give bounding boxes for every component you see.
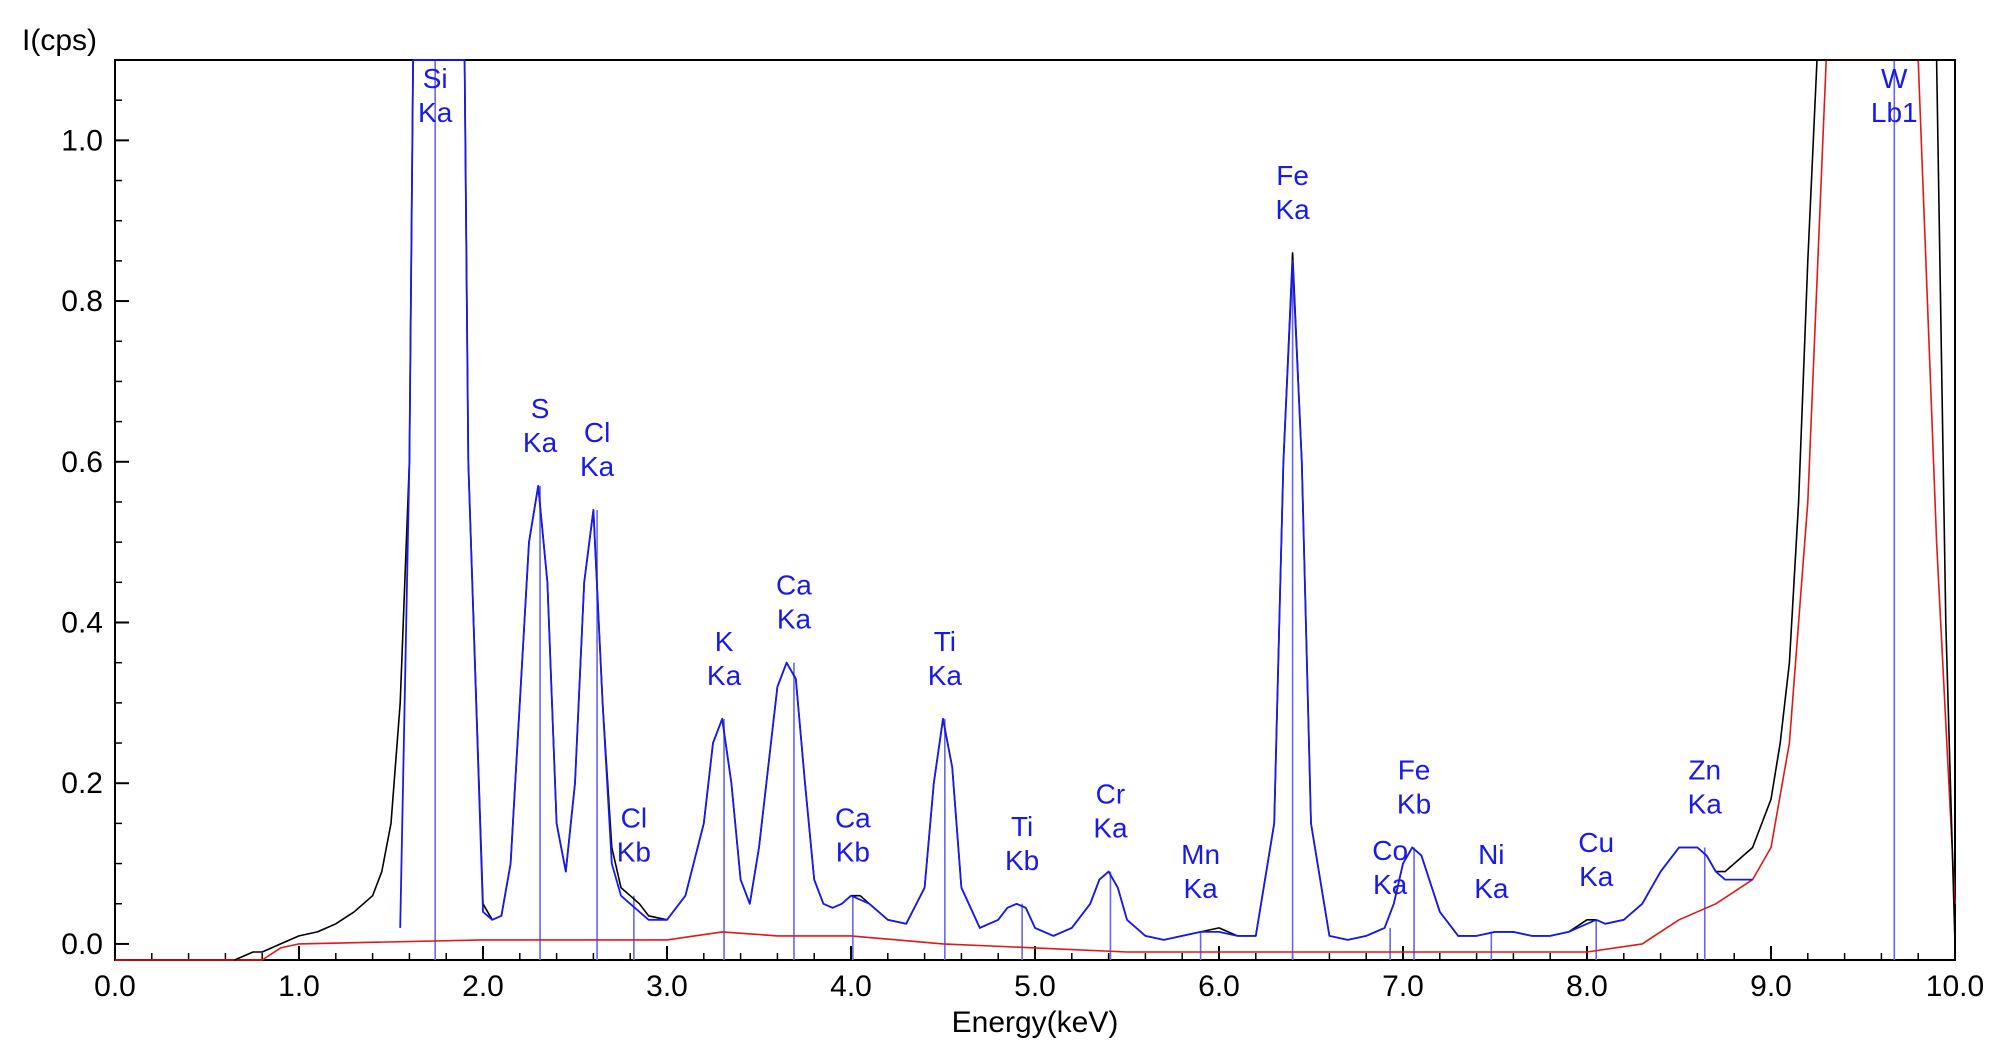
y-tick-label: 1.0 [61,124,103,157]
peak-label-line-cl-ka: Ka [580,451,615,482]
peak-label-line-cl-kb: Kb [617,837,651,868]
peak-label-element-cr-ka: Cr [1096,779,1126,810]
x-tick-label: 2.0 [462,970,504,1003]
peak-label-line-mn-ka: Ka [1183,873,1218,904]
peak-label-line-co-ka: Ka [1373,869,1408,900]
x-tick-label: 1.0 [278,970,320,1003]
background-spectrum-line [115,59,1956,961]
peak-label-element-w-lb1: W [1881,63,1908,94]
peak-label-line-ca-kb: Kb [836,837,870,868]
y-tick-label: 0.4 [61,607,103,640]
peak-label-element-ca-kb: Ca [835,803,871,834]
peak-label-element-ni-ka: Ni [1478,839,1504,870]
peak-label-element-zn-ka: Zn [1688,755,1721,786]
peak-label-line-ca-ka: Ka [777,604,812,635]
peak-label-element-cl-ka: Cl [584,417,610,448]
fitted-spectrum-line [399,59,1753,941]
peak-label-element-cu-ka: Cu [1578,827,1614,858]
peak-label-element-ca-ka: Ca [776,570,812,601]
y-axis-title: I(cps) [22,24,97,57]
peak-label-element-co-ka: Co [1372,835,1408,866]
peak-label-element-fe-kb: Fe [1398,755,1431,786]
peak-markers [434,60,1896,960]
peak-label-line-fe-kb: Kb [1397,789,1431,820]
peak-label-line-cr-ka: Ka [1093,813,1128,844]
spectrum-series [115,59,1956,961]
peak-label-line-cu-ka: Ka [1579,861,1614,892]
peak-label-line-k-ka: Ka [707,660,742,691]
peak-label-line-s-ka: Ka [523,427,558,458]
peak-label-element-cl-kb: Cl [621,803,647,834]
peak-label-line-ni-ka: Ka [1474,873,1509,904]
x-tick-label: 4.0 [830,970,872,1003]
y-tick-label: 0.0 [61,928,103,961]
plot-frame [114,59,1956,961]
peak-label-line-si-ka: Ka [418,97,453,128]
x-tick-label: 9.0 [1750,970,1792,1003]
y-tick-label: 0.6 [61,446,103,479]
peak-label-line-ti-ka: Ka [928,660,963,691]
plot-area [114,59,1956,961]
y-tick-label: 0.2 [61,767,103,800]
peak-label-element-si-ka: Si [423,63,448,94]
peak-label-line-fe-ka: Ka [1275,194,1310,225]
peak-label-element-k-ka: K [715,626,734,657]
peak-label-element-fe-ka: Fe [1276,160,1309,191]
y-axis-ticks: 0.0 0.2 0.4 0.6 0.8 1.0 [61,59,129,961]
peak-label-element-ti-ka: Ti [934,626,956,657]
peak-label-line-zn-ka: Ka [1688,789,1723,820]
x-tick-label: 7.0 [1382,970,1424,1003]
peak-label-line-w-lb1: Lb1 [1871,97,1918,128]
x-axis-title: Energy(keV) [952,1006,1119,1039]
peak-label-line-ti-kb: Kb [1005,845,1039,876]
y-tick-label: 0.8 [61,285,103,318]
peak-label-element-ti-kb: Ti [1011,811,1033,842]
x-axis-ticks: 0.0 1.0 2.0 3.0 4.0 5.0 6.0 7.0 8.0 9.0 10.0 [94,946,1984,1003]
x-tick-label: 0.0 [94,970,136,1003]
peak-label-element-mn-ka: Mn [1181,839,1220,870]
x-tick-label: 8.0 [1566,970,1608,1003]
x-tick-label: 5.0 [1014,970,1056,1003]
x-tick-label: 6.0 [1198,970,1240,1003]
x-tick-label: 3.0 [646,970,688,1003]
peak-label-element-s-ka: S [531,393,550,424]
x-tick-label: 10.0 [1926,970,1984,1003]
